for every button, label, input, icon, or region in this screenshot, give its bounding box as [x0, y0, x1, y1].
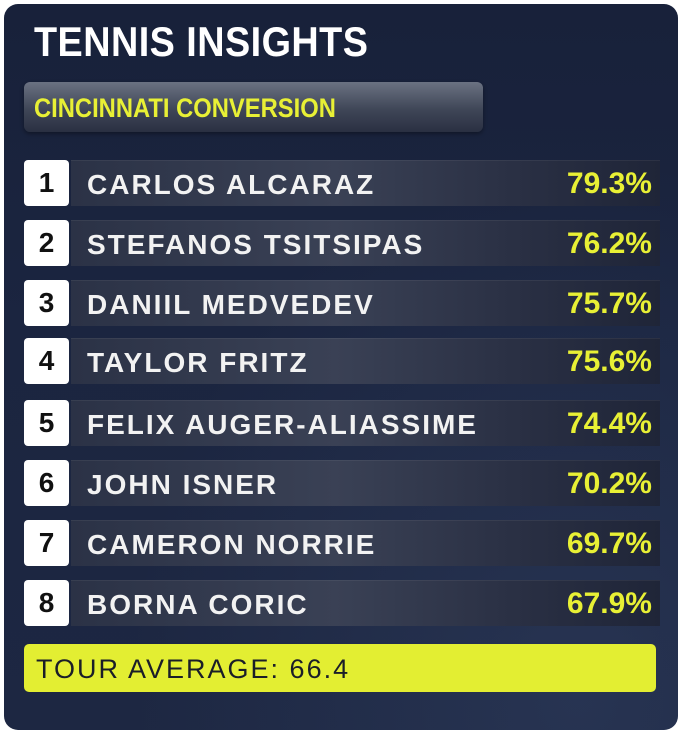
- subtitle: CINCINNATI CONVERSION: [34, 93, 336, 123]
- rank-number: 6: [24, 460, 69, 506]
- player-bar: JOHN ISNER 70.2%: [71, 460, 660, 506]
- tour-average-label: TOUR AVERAGE: 66.4: [36, 654, 351, 684]
- ranking-row: 4 TAYLOR FRITZ 75.6%: [24, 338, 660, 384]
- player-name: FELIX AUGER-ALIASSIME: [87, 409, 478, 440]
- ranking-row: 6 JOHN ISNER 70.2%: [24, 460, 660, 506]
- rank-number: 8: [24, 580, 69, 626]
- player-bar: STEFANOS TSITSIPAS 76.2%: [71, 220, 660, 266]
- conversion-percentage: 70.2%: [566, 467, 652, 500]
- player-name: STEFANOS TSITSIPAS: [87, 229, 425, 260]
- player-bar: FELIX AUGER-ALIASSIME 74.4%: [71, 400, 660, 446]
- player-name: BORNA CORIC: [87, 589, 309, 620]
- conversion-percentage: 74.4%: [566, 407, 652, 440]
- player-name: TAYLOR FRITZ: [87, 347, 309, 378]
- player-bar: CARLOS ALCARAZ 79.3%: [71, 160, 660, 206]
- page-title: TENNIS INSIGHTS: [34, 18, 369, 65]
- ranking-row: 7 CAMERON NORRIE 69.7%: [24, 520, 660, 566]
- player-name: CAMERON NORRIE: [87, 529, 377, 560]
- rank-number: 5: [24, 400, 69, 446]
- player-bar: TAYLOR FRITZ 75.6%: [71, 338, 660, 384]
- conversion-percentage: 75.7%: [566, 287, 652, 320]
- tennis-insights-card: TENNIS INSIGHTS CINCINNATI CONVERSION 1 …: [4, 4, 678, 730]
- conversion-percentage: 75.6%: [566, 345, 652, 378]
- player-name: DANIIL MEDVEDEV: [87, 289, 375, 320]
- player-bar: BORNA CORIC 67.9%: [71, 580, 660, 626]
- ranking-row: 8 BORNA CORIC 67.9%: [24, 580, 660, 626]
- conversion-percentage: 67.9%: [566, 587, 652, 620]
- rank-number: 3: [24, 280, 69, 326]
- player-bar: DANIIL MEDVEDEV 75.7%: [71, 280, 660, 326]
- rank-number: 1: [24, 160, 69, 206]
- ranking-row: 3 DANIIL MEDVEDEV 75.7%: [24, 280, 660, 326]
- conversion-percentage: 69.7%: [566, 527, 652, 560]
- ranking-row: 5 FELIX AUGER-ALIASSIME 74.4%: [24, 400, 660, 446]
- rank-number: 2: [24, 220, 69, 266]
- rank-number: 4: [24, 338, 69, 384]
- player-bar: CAMERON NORRIE 69.7%: [71, 520, 660, 566]
- tour-average-banner: TOUR AVERAGE: 66.4: [24, 644, 656, 692]
- subtitle-banner: CINCINNATI CONVERSION: [24, 82, 483, 132]
- ranking-row: 1 CARLOS ALCARAZ 79.3%: [24, 160, 660, 206]
- rank-number: 7: [24, 520, 69, 566]
- conversion-percentage: 76.2%: [566, 227, 652, 260]
- conversion-percentage: 79.3%: [566, 167, 652, 200]
- player-name: JOHN ISNER: [87, 469, 279, 500]
- ranking-row: 2 STEFANOS TSITSIPAS 76.2%: [24, 220, 660, 266]
- player-name: CARLOS ALCARAZ: [87, 169, 376, 200]
